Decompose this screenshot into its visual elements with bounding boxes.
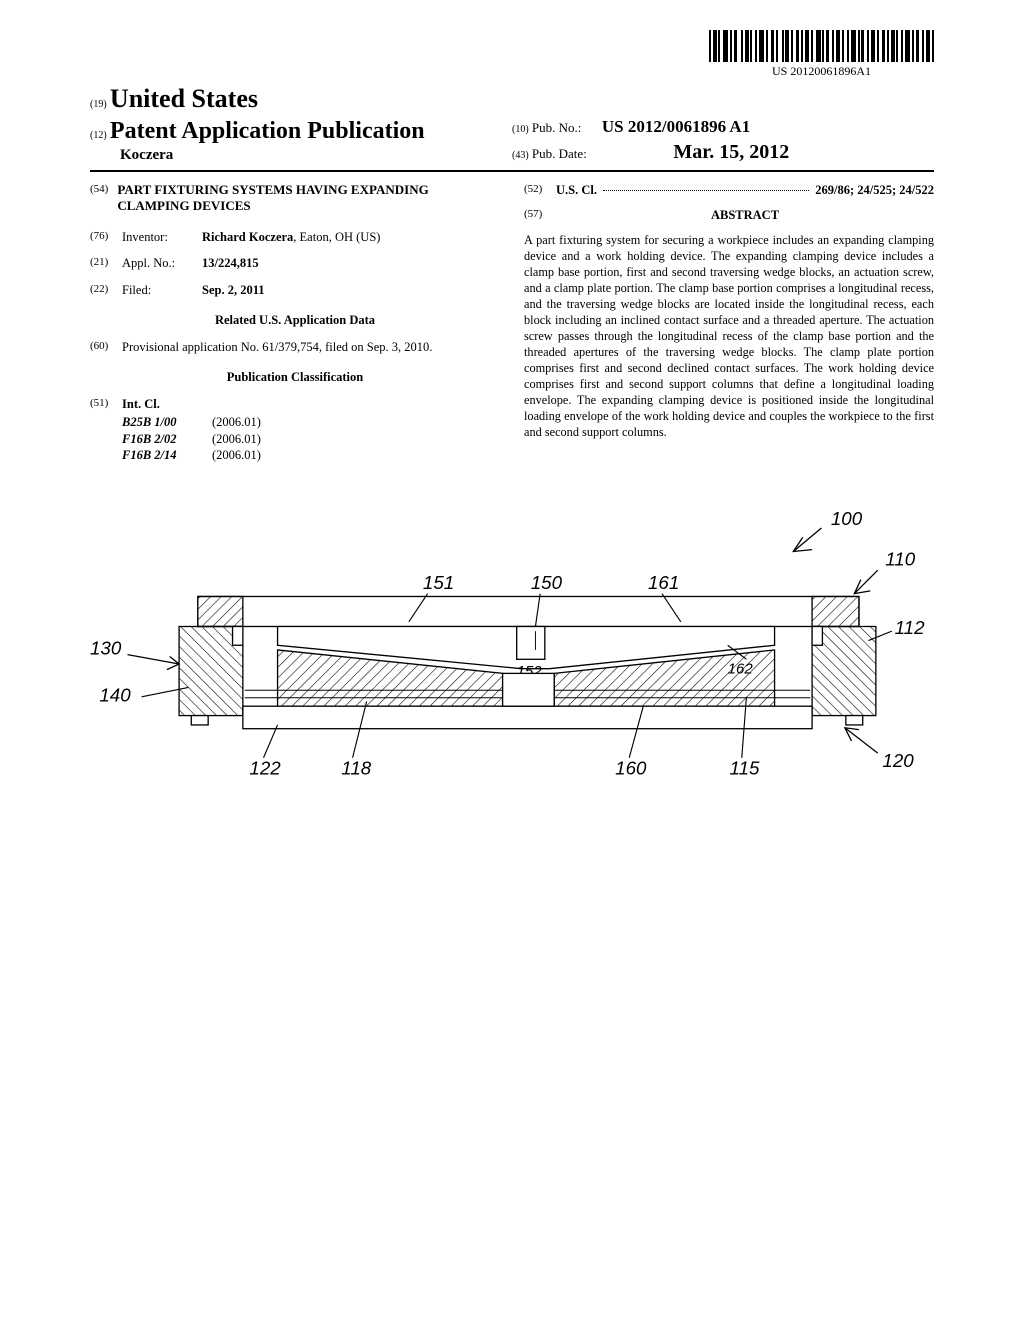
header: (19) United States (12) Patent Applicati…	[90, 84, 934, 172]
filed-prefix: (22)	[90, 282, 122, 299]
figure-svg: 100 110 112 151 150 161	[90, 494, 934, 834]
barcode-label: US 20120061896A1	[709, 64, 934, 79]
intcl-version: (2006.01)	[212, 447, 261, 464]
filed-label: Filed:	[122, 282, 202, 299]
author: Koczera	[120, 147, 512, 164]
inventor-loc: , Eaton, OH (US)	[293, 230, 380, 244]
intcl-version: (2006.01)	[212, 431, 261, 448]
uscl-prefix: (52)	[524, 182, 556, 199]
fig-label-112: 112	[895, 616, 925, 637]
fig-label-115: 115	[730, 757, 760, 778]
uscl-value: 269/86; 24/525; 24/522	[815, 182, 934, 199]
barcode-region: US 20120061896A1	[90, 30, 934, 80]
fig-label-151: 151	[423, 571, 454, 592]
pubdate-prefix: (43)	[512, 150, 529, 161]
left-column: (54) PART FIXTURING SYSTEMS HAVING EXPAN…	[90, 182, 500, 464]
abstract-prefix: (57)	[524, 207, 556, 230]
abstract-text: A part fixturing system for securing a w…	[524, 233, 934, 441]
pubclass-title: Publication Classification	[90, 369, 500, 386]
intcl-label: Int. Cl.	[122, 396, 500, 413]
fig-label-160: 160	[615, 757, 647, 778]
pubdate-value: Mar. 15, 2012	[673, 141, 789, 163]
intcl-prefix: (51)	[90, 396, 122, 413]
fig-label-118: 118	[341, 757, 371, 778]
right-column: (52) U.S. Cl. 269/86; 24/525; 24/522 (57…	[524, 182, 934, 464]
inventor-prefix: (76)	[90, 229, 122, 246]
body-columns: (54) PART FIXTURING SYSTEMS HAVING EXPAN…	[90, 182, 934, 464]
barcode: US 20120061896A1	[709, 30, 934, 79]
uscl-label: U.S. Cl.	[556, 182, 597, 199]
inventor-name: Richard Koczera	[202, 230, 293, 244]
fig-label-130: 130	[90, 637, 122, 658]
filed-value: Sep. 2, 2011	[202, 282, 500, 299]
pubno-value: US 2012/0061896 A1	[602, 117, 750, 136]
applno-prefix: (21)	[90, 255, 122, 272]
pubno-prefix: (10)	[512, 124, 529, 135]
related-title: Related U.S. Application Data	[90, 312, 500, 329]
applno-label: Appl. No.:	[122, 255, 202, 272]
prov-text: Provisional application No. 61/379,754, …	[122, 339, 500, 356]
header-left: (19) United States (12) Patent Applicati…	[90, 84, 512, 164]
fig-label-110: 110	[885, 548, 915, 569]
fig-label-150: 150	[531, 571, 563, 592]
intcl-class: F16B 2/02	[122, 431, 212, 448]
figure: 100 110 112 151 150 161	[90, 494, 934, 834]
country-name: United States	[110, 84, 258, 113]
pubno-label: Pub. No.:	[532, 120, 581, 135]
fig-label-161: 161	[648, 571, 679, 592]
inventor-label: Inventor:	[122, 229, 202, 246]
fig-label-122: 122	[249, 757, 281, 778]
fig-label-140: 140	[99, 684, 131, 705]
intcl-version: (2006.01)	[212, 414, 261, 431]
intcl-list: B25B 1/00 (2006.01) F16B 2/02 (2006.01) …	[122, 414, 500, 464]
title-prefix: (54)	[90, 182, 117, 215]
fig-label-162: 162	[728, 660, 754, 677]
pubdate-label: Pub. Date:	[532, 146, 587, 161]
fig-label-120: 120	[882, 750, 914, 771]
uscl-dots	[603, 178, 809, 191]
pub-prefix: (12)	[90, 130, 107, 141]
fig-label-100: 100	[831, 508, 863, 529]
abstract-label: ABSTRACT	[556, 207, 934, 224]
country-prefix: (19)	[90, 99, 107, 110]
pub-type: Patent Application Publication	[110, 118, 425, 144]
barcode-bars	[709, 30, 934, 62]
patent-title: PART FIXTURING SYSTEMS HAVING EXPANDING …	[117, 182, 500, 215]
intcl-class: B25B 1/00	[122, 414, 212, 431]
applno-value: 13/224,815	[202, 255, 500, 272]
intcl-class: F16B 2/14	[122, 447, 212, 464]
prov-prefix: (60)	[90, 339, 122, 356]
header-right: (10) Pub. No.: US 2012/0061896 A1 (43) P…	[512, 117, 934, 164]
